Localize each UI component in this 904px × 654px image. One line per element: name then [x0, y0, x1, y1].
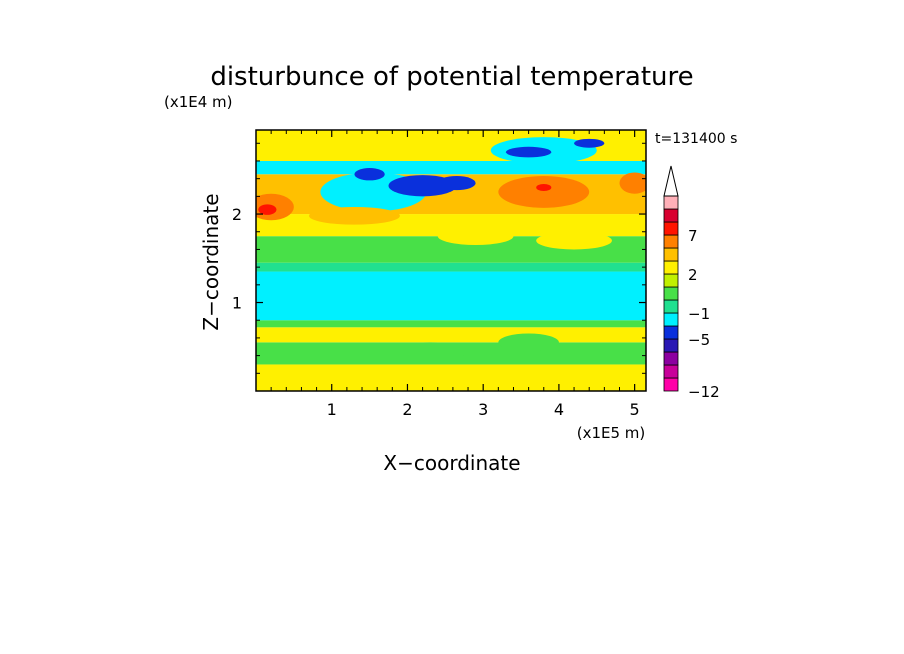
- contour-feature-16: [392, 342, 469, 361]
- time-label: t=131400 s: [655, 131, 737, 147]
- colorbar-swatch--1: [663, 299, 679, 314]
- contour-band-3: [256, 320, 646, 328]
- x-tick-label-2: 2: [402, 400, 412, 419]
- colorbar-label-7: 7: [688, 227, 698, 245]
- contour-feature-9: [258, 204, 277, 215]
- x-tick-label-3: 3: [478, 400, 488, 419]
- x-axis: 1 2 3 4 5: [270, 130, 640, 419]
- y-tick-label-1: 1: [232, 294, 242, 313]
- chart-title: disturbunce of potential temperature: [210, 62, 693, 92]
- x-tick-label-5: 5: [630, 400, 640, 419]
- y-axis-label: Z−coordinate: [199, 193, 223, 330]
- colorbar-label--5: −5: [688, 331, 710, 349]
- colorbar-extend-arrow: [663, 165, 679, 197]
- contour-band-9: [256, 160, 646, 175]
- x-axis-label: X−coordinate: [383, 451, 520, 475]
- contour-band-5: [256, 262, 646, 272]
- contour-feature-14: [536, 231, 612, 250]
- contour-band-4: [256, 271, 646, 321]
- y-scale-label: (x1E4 m): [164, 93, 233, 111]
- colorbar-swatch-7: [663, 221, 679, 236]
- colorbar-label--1: −1: [688, 305, 710, 323]
- colorbar-swatch--5: [663, 325, 679, 340]
- colorbar-swatch-9: [663, 208, 679, 223]
- colorbar-swatch--7: [663, 338, 679, 353]
- contour-feature-7: [574, 138, 605, 148]
- colorbar-label-2: 2: [688, 266, 698, 284]
- contour-feature-13: [437, 227, 514, 246]
- contour-feature-17: [498, 333, 559, 352]
- x-scale-label: (x1E5 m): [577, 424, 646, 442]
- colorbar-swatch--11: [663, 364, 679, 379]
- colorbar-swatch-1: [663, 273, 679, 288]
- colorbar-swatch-3: [663, 247, 679, 262]
- colorbar-swatch--12: [663, 377, 679, 392]
- contour-band-0: [256, 364, 646, 391]
- plot-frame: [255, 129, 647, 392]
- colorbar-swatch--9: [663, 351, 679, 366]
- colorbar: 7 2 −1 −5 −12: [663, 165, 720, 401]
- contour-feature-10: [498, 176, 590, 208]
- colorbar-label--12: −12: [688, 383, 720, 401]
- y-axis: 12: [232, 142, 646, 374]
- x-tick-label-1: 1: [327, 400, 337, 419]
- contour-feature-15: [309, 206, 400, 225]
- contour-band-2: [256, 327, 646, 343]
- contour-feature-12: [619, 172, 646, 194]
- colorbar-swatch-5: [663, 234, 679, 249]
- x-tick-label-4: 4: [554, 400, 564, 419]
- contour-feature-4: [437, 176, 476, 191]
- y-tick-label-2: 2: [232, 205, 242, 224]
- colorbar-swatch-11: [663, 195, 679, 210]
- contour-feature-3: [354, 168, 385, 181]
- contour-feature-6: [505, 146, 552, 158]
- contour-field: [256, 130, 646, 391]
- contour-feature-11: [536, 183, 552, 192]
- colorbar-swatch--3: [663, 312, 679, 327]
- colorbar-swatch-2: [663, 260, 679, 275]
- colorbar-swatch-0: [663, 286, 679, 301]
